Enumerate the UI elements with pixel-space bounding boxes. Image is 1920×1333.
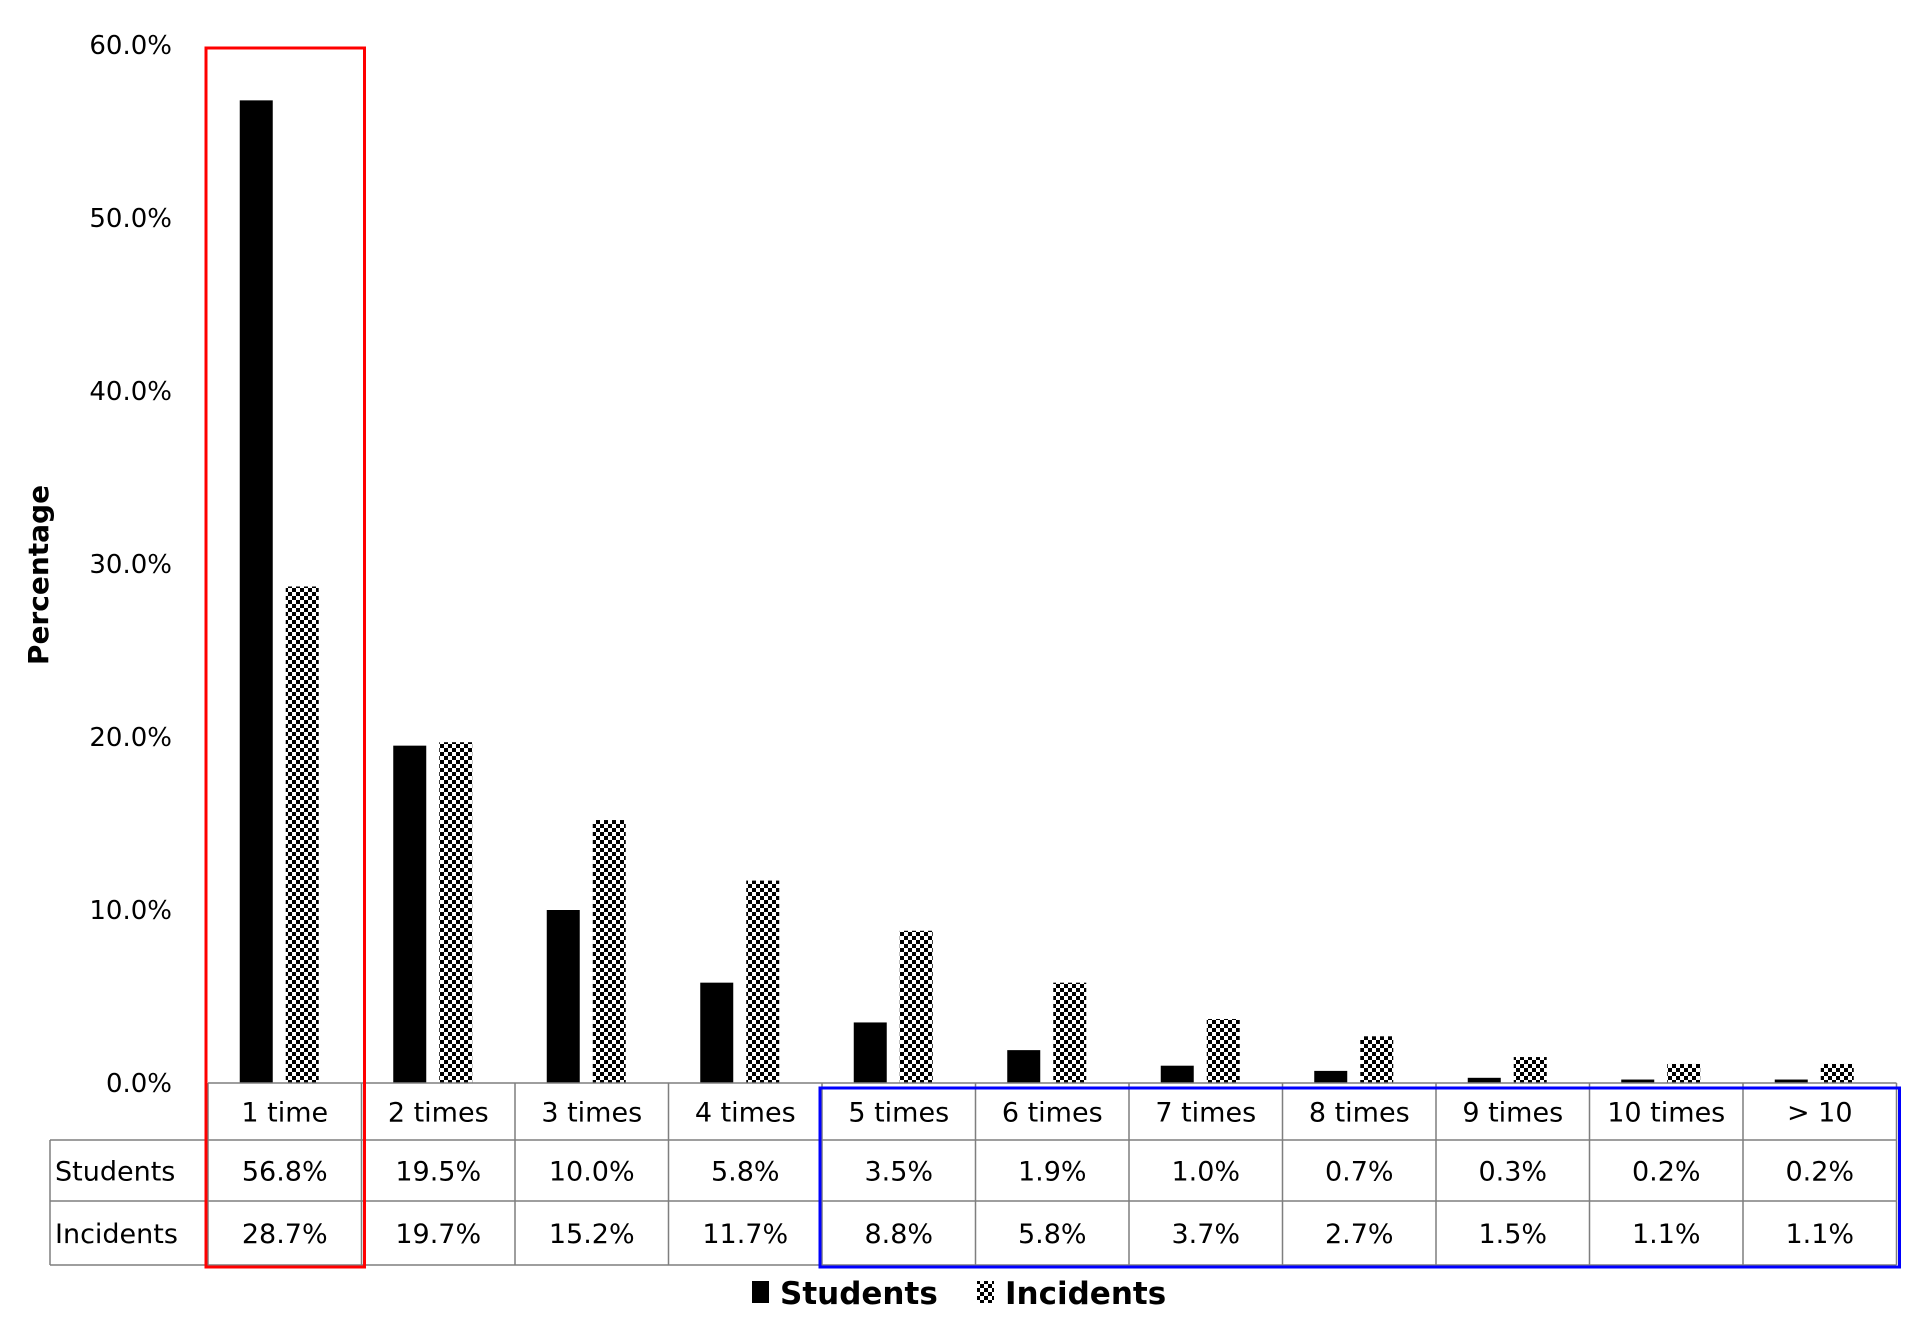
table-row-header: Students bbox=[55, 1157, 175, 1188]
y-tick-label: 0.0% bbox=[106, 1069, 172, 1099]
data-label: 1.5% bbox=[1478, 1219, 1547, 1250]
legend: Students Incidents bbox=[752, 1276, 1166, 1312]
bar-incidents-8 bbox=[1360, 1036, 1394, 1083]
data-label: 19.5% bbox=[395, 1157, 481, 1188]
bar-incidents-9 bbox=[1513, 1057, 1547, 1083]
bar-incidents-10 bbox=[1667, 1063, 1701, 1083]
highlight-boxes bbox=[204, 46, 1901, 1269]
bar-incidents-7 bbox=[1206, 1018, 1240, 1083]
data-label: 15.2% bbox=[549, 1219, 635, 1250]
bar-students-1 bbox=[239, 100, 273, 1084]
bar-students-6 bbox=[1007, 1050, 1041, 1083]
bar-incidents-1 bbox=[285, 586, 319, 1083]
data-label: 1.1% bbox=[1632, 1219, 1701, 1250]
bar-students-11 bbox=[1774, 1079, 1808, 1083]
data-label: 2.7% bbox=[1325, 1219, 1394, 1250]
category-label: 1 time bbox=[241, 1098, 328, 1129]
category-label: 7 times bbox=[1155, 1098, 1256, 1129]
table-row-header: Incidents bbox=[55, 1219, 178, 1250]
data-label: 1.0% bbox=[1171, 1157, 1240, 1188]
category-label: 2 times bbox=[388, 1098, 489, 1129]
y-tick-label: 60.0% bbox=[89, 31, 172, 61]
y-tick-label: 10.0% bbox=[89, 896, 172, 926]
bar-incidents-6 bbox=[1053, 982, 1087, 1083]
bar-incidents-2 bbox=[439, 742, 473, 1083]
data-label: 0.2% bbox=[1785, 1157, 1854, 1188]
bar-students-5 bbox=[853, 1022, 887, 1083]
category-label: 10 times bbox=[1607, 1098, 1725, 1129]
y-axis-label: Percentage bbox=[22, 485, 55, 665]
data-label: 0.3% bbox=[1478, 1157, 1547, 1188]
bar-students-8 bbox=[1314, 1070, 1348, 1083]
bar-students-7 bbox=[1160, 1065, 1194, 1083]
data-label: 3.5% bbox=[864, 1157, 933, 1188]
data-label: 8.8% bbox=[864, 1219, 933, 1250]
highlight-box-1 bbox=[204, 46, 366, 1269]
bar-students-3 bbox=[546, 910, 580, 1083]
category-label: > 10 bbox=[1787, 1098, 1853, 1129]
category-label: 4 times bbox=[695, 1098, 796, 1129]
data-label: 19.7% bbox=[395, 1219, 481, 1250]
category-label: 8 times bbox=[1309, 1098, 1410, 1129]
bar-students-2 bbox=[393, 745, 427, 1083]
data-label: 0.2% bbox=[1632, 1157, 1701, 1188]
data-label: 5.8% bbox=[1018, 1219, 1087, 1250]
bar-incidents-11 bbox=[1820, 1063, 1854, 1083]
category-label: 6 times bbox=[1002, 1098, 1103, 1129]
y-tick-label: 50.0% bbox=[89, 204, 172, 234]
bar-students-10 bbox=[1621, 1079, 1655, 1083]
highlight-box-2 bbox=[818, 1086, 1901, 1269]
data-label: 1.9% bbox=[1018, 1157, 1087, 1188]
legend-label-students: Students bbox=[780, 1276, 938, 1312]
data-label: 5.8% bbox=[711, 1157, 780, 1188]
y-tick-label: 20.0% bbox=[89, 723, 172, 753]
category-label: 5 times bbox=[848, 1098, 949, 1129]
bar-students-9 bbox=[1467, 1077, 1501, 1083]
data-label: 0.7% bbox=[1325, 1157, 1394, 1188]
legend-swatch-students bbox=[752, 1281, 769, 1303]
bar-incidents-3 bbox=[592, 820, 626, 1083]
bar-incidents-4 bbox=[746, 880, 780, 1083]
bar-students-4 bbox=[700, 982, 734, 1083]
category-label: 9 times bbox=[1462, 1098, 1563, 1129]
data-label: 3.7% bbox=[1171, 1219, 1240, 1250]
data-label: 56.8% bbox=[242, 1157, 328, 1188]
y-tick-label: 30.0% bbox=[89, 550, 172, 580]
data-table: 1 time 2 times 3 times 4 times 5 times 6 time… bbox=[49, 1082, 1898, 1266]
bar-incidents-5 bbox=[899, 930, 933, 1083]
data-label: 28.7% bbox=[242, 1219, 328, 1250]
y-tick-label: 40.0% bbox=[89, 377, 172, 407]
data-label: 11.7% bbox=[702, 1219, 788, 1250]
y-axis-ticks: 0.0% 10.0% 20.0% 30.0% 40.0% 50.0% 60.0% bbox=[89, 31, 172, 1099]
data-label: 10.0% bbox=[549, 1157, 635, 1188]
category-label: 3 times bbox=[541, 1098, 642, 1129]
legend-label-incidents: Incidents bbox=[1005, 1276, 1166, 1312]
legend-swatch-incidents bbox=[977, 1281, 994, 1303]
bars bbox=[239, 100, 1854, 1084]
data-label: 1.1% bbox=[1785, 1219, 1854, 1250]
